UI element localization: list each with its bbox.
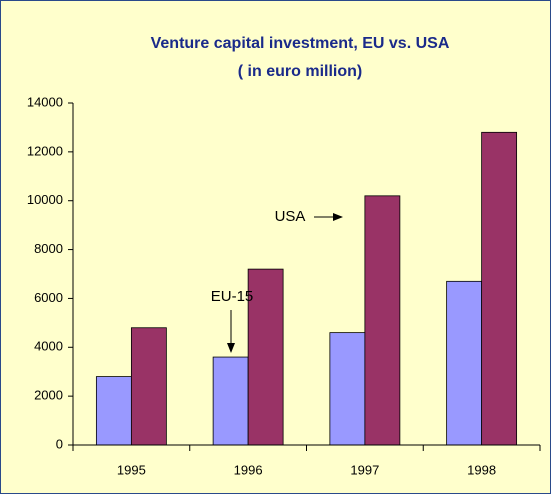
annotation: USA [275,208,306,225]
bar [329,332,366,446]
bar [247,268,284,446]
bar [95,376,132,446]
bar [130,327,167,446]
annotation: EU-15 [211,288,254,305]
y-tick-label: 4000 [34,339,63,354]
y-tick-label: 8000 [34,241,63,256]
x-tick-label: 1996 [234,462,263,477]
x-tick-label: 1998 [467,462,496,477]
y-tick-label: 12000 [27,143,63,158]
bar [364,195,401,446]
y-tick-label: 14000 [27,94,63,109]
chart-title: Venture capital investment, EU vs. USA [151,35,450,52]
y-tick-label: 2000 [34,388,63,403]
y-tick-label: 6000 [34,290,63,305]
bar [212,356,249,446]
bar [446,280,483,446]
x-tick-label: 1995 [117,462,146,477]
y-tick-label: 0 [56,436,63,451]
x-tick-label: 1997 [350,462,379,477]
bar [481,131,518,446]
chart-subtitle: ( in euro million) [238,63,362,80]
y-tick-label: 10000 [27,192,63,207]
